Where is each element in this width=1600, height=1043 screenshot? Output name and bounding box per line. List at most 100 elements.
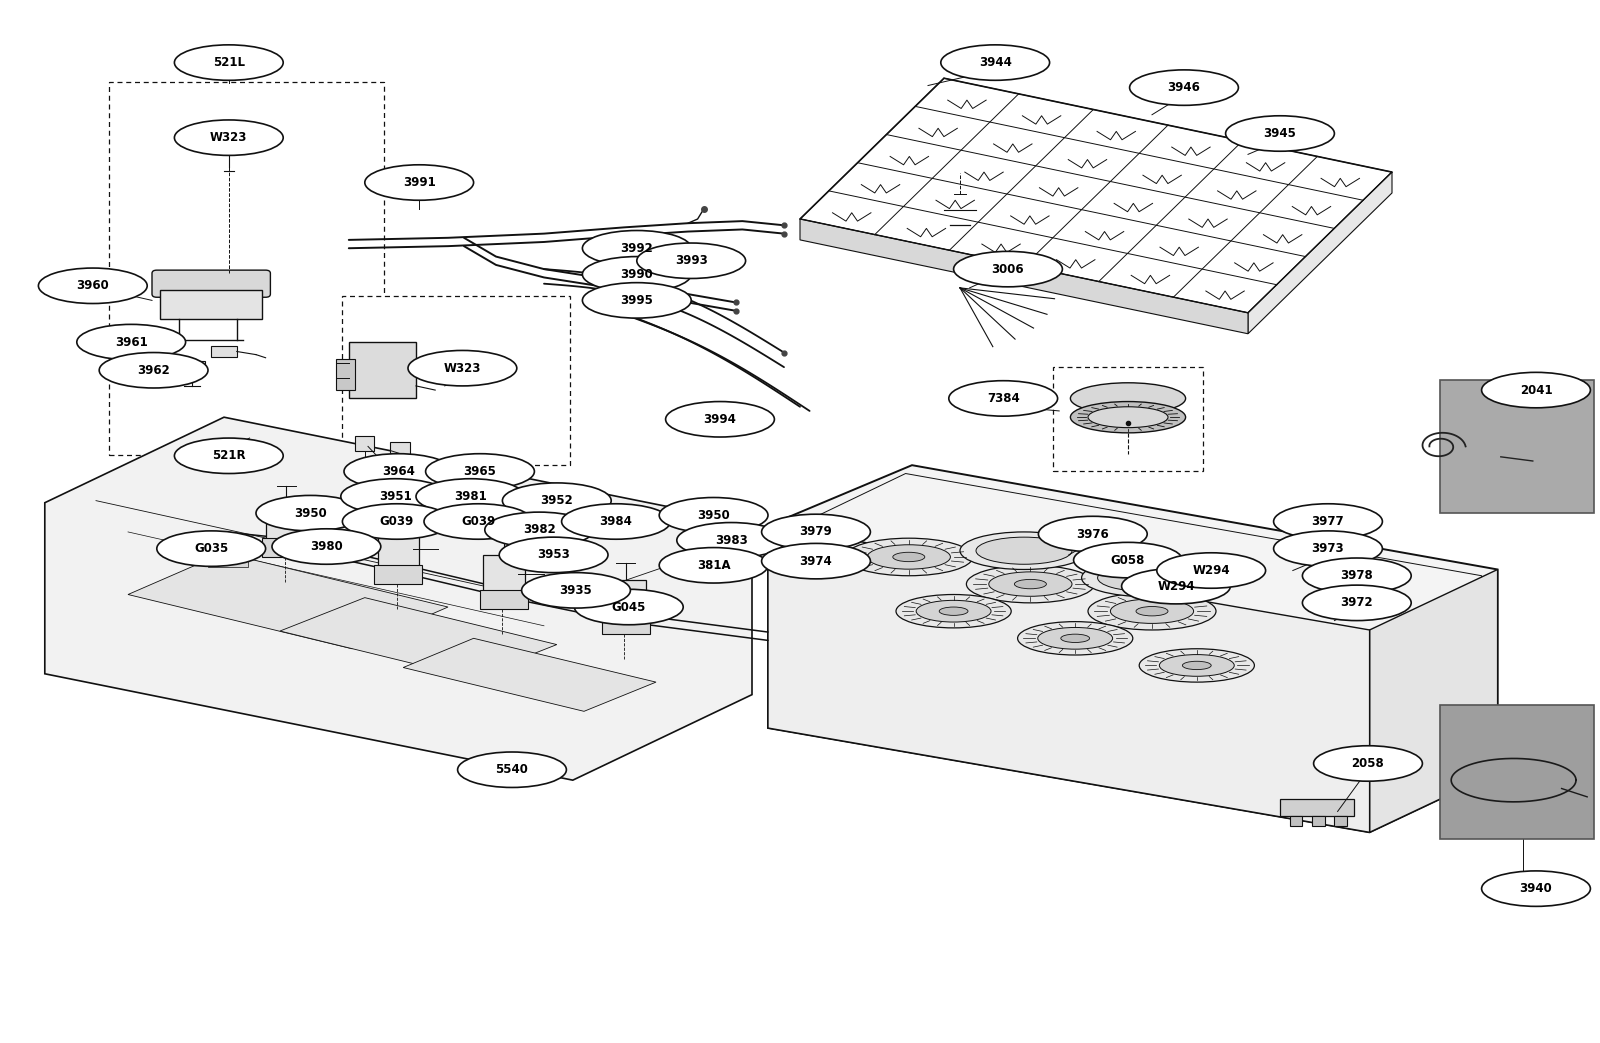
Ellipse shape: [77, 324, 186, 360]
Ellipse shape: [1182, 661, 1211, 670]
Ellipse shape: [1061, 634, 1090, 642]
Text: 2041: 2041: [1520, 384, 1552, 396]
Text: 3981: 3981: [454, 490, 486, 503]
FancyBboxPatch shape: [378, 530, 419, 567]
Text: 2058: 2058: [1352, 757, 1384, 770]
Ellipse shape: [458, 752, 566, 787]
Text: 3983: 3983: [715, 534, 747, 547]
Ellipse shape: [917, 601, 990, 622]
Ellipse shape: [1302, 585, 1411, 621]
FancyBboxPatch shape: [605, 580, 646, 617]
Text: 3995: 3995: [621, 294, 653, 307]
FancyBboxPatch shape: [160, 290, 262, 319]
Ellipse shape: [677, 523, 786, 558]
FancyBboxPatch shape: [160, 542, 200, 555]
FancyBboxPatch shape: [1312, 816, 1325, 826]
Ellipse shape: [38, 268, 147, 304]
Ellipse shape: [1122, 568, 1230, 604]
FancyBboxPatch shape: [602, 615, 650, 634]
FancyBboxPatch shape: [1440, 705, 1594, 839]
Ellipse shape: [562, 504, 670, 539]
FancyBboxPatch shape: [1280, 799, 1354, 816]
FancyBboxPatch shape: [266, 503, 307, 540]
Ellipse shape: [99, 353, 208, 388]
FancyBboxPatch shape: [1334, 816, 1347, 826]
Ellipse shape: [365, 165, 474, 200]
Ellipse shape: [256, 495, 365, 531]
Text: 3946: 3946: [1168, 81, 1200, 94]
Ellipse shape: [341, 479, 450, 514]
Ellipse shape: [174, 120, 283, 155]
Text: 3951: 3951: [379, 490, 411, 503]
Ellipse shape: [1088, 592, 1216, 630]
Ellipse shape: [896, 595, 1011, 628]
FancyBboxPatch shape: [342, 296, 570, 465]
Text: G035: G035: [194, 542, 229, 555]
FancyBboxPatch shape: [349, 342, 416, 398]
Ellipse shape: [893, 553, 925, 561]
Text: G039: G039: [461, 515, 496, 528]
Text: 3964: 3964: [382, 465, 414, 478]
Text: W323: W323: [210, 131, 248, 144]
Polygon shape: [1370, 569, 1498, 832]
Text: 3965: 3965: [464, 465, 496, 478]
Ellipse shape: [659, 498, 768, 533]
Ellipse shape: [1018, 622, 1133, 655]
Ellipse shape: [424, 504, 533, 539]
Ellipse shape: [502, 483, 611, 518]
Polygon shape: [800, 219, 1248, 334]
Text: 3961: 3961: [115, 336, 147, 348]
FancyBboxPatch shape: [390, 442, 410, 457]
Text: 5540: 5540: [496, 763, 528, 776]
Ellipse shape: [1136, 607, 1168, 615]
FancyBboxPatch shape: [374, 565, 422, 584]
Ellipse shape: [344, 454, 453, 489]
Polygon shape: [45, 417, 752, 780]
Text: 3974: 3974: [800, 555, 832, 567]
FancyBboxPatch shape: [208, 555, 248, 567]
Text: 7384: 7384: [987, 392, 1019, 405]
Text: G058: G058: [1110, 554, 1146, 566]
Ellipse shape: [408, 350, 517, 386]
Ellipse shape: [659, 548, 768, 583]
Ellipse shape: [416, 479, 525, 514]
Ellipse shape: [485, 512, 594, 548]
Ellipse shape: [966, 565, 1094, 603]
Ellipse shape: [174, 45, 283, 80]
Ellipse shape: [1082, 559, 1210, 597]
Text: G039: G039: [379, 515, 414, 528]
Ellipse shape: [1038, 628, 1112, 649]
Ellipse shape: [762, 543, 870, 579]
FancyBboxPatch shape: [1290, 816, 1302, 826]
Text: 3977: 3977: [1312, 515, 1344, 528]
Ellipse shape: [582, 231, 691, 266]
Text: 3993: 3993: [675, 254, 707, 267]
Text: 381A: 381A: [696, 559, 731, 572]
Text: 3992: 3992: [621, 242, 653, 254]
Ellipse shape: [1088, 407, 1168, 428]
Text: G045: G045: [611, 601, 646, 613]
Ellipse shape: [845, 538, 973, 576]
Ellipse shape: [574, 589, 683, 625]
Ellipse shape: [1070, 402, 1186, 433]
Text: 3945: 3945: [1264, 127, 1296, 140]
FancyBboxPatch shape: [109, 82, 384, 455]
Ellipse shape: [1274, 504, 1382, 539]
Polygon shape: [280, 598, 557, 678]
Polygon shape: [128, 553, 448, 649]
Ellipse shape: [867, 544, 950, 569]
Text: 3940: 3940: [1520, 882, 1552, 895]
Text: 3979: 3979: [800, 526, 832, 538]
FancyBboxPatch shape: [480, 590, 528, 609]
Ellipse shape: [1038, 516, 1147, 552]
Ellipse shape: [1139, 649, 1254, 682]
Text: 3952: 3952: [541, 494, 573, 507]
Text: 3944: 3944: [979, 56, 1011, 69]
Text: 3950: 3950: [294, 507, 326, 519]
Polygon shape: [1248, 172, 1392, 334]
Text: 3980: 3980: [310, 540, 342, 553]
Ellipse shape: [939, 607, 968, 615]
Ellipse shape: [941, 45, 1050, 80]
Ellipse shape: [976, 537, 1072, 564]
Ellipse shape: [1014, 580, 1046, 588]
